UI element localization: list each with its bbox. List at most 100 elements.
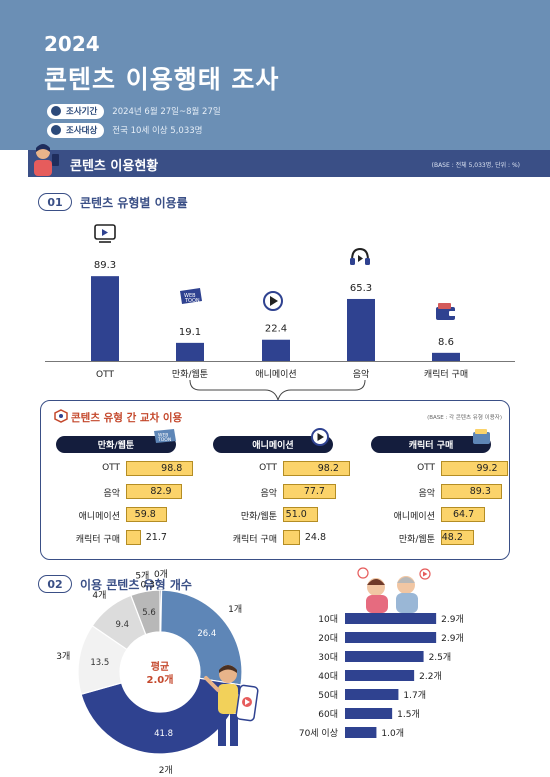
cross-group-head: 만화/웹툰 [56, 436, 176, 453]
headphones-icon [350, 247, 370, 265]
age-value-label: 1.7개 [403, 690, 426, 701]
svg-text:WEB: WEB [158, 433, 168, 439]
donut-slice-value: 9.4 [115, 620, 129, 630]
x-axis-line [45, 361, 515, 362]
donut-slice-category: 4개 [92, 590, 106, 601]
donut-slice-value: 0.3 [140, 580, 154, 590]
hexagon-icon [54, 409, 68, 423]
cross-value: 24.8 [304, 532, 327, 543]
cross-bar [441, 461, 509, 476]
cross-bar [441, 484, 502, 499]
donut-slice-2 [80, 677, 242, 755]
donut-slice-category: 2개 [159, 765, 173, 776]
cross-row-label: 애니메이션 [393, 512, 435, 522]
cross-row-label: OTT [259, 463, 277, 473]
age-category-label: 60대 [318, 709, 338, 720]
age-bar-0 [345, 613, 437, 624]
bar-category-label: 캐릭터 구매 [424, 368, 468, 380]
cross-row-label: OTT [102, 463, 120, 473]
cross-value: 99.2 [476, 463, 498, 474]
cross-group-head: 애니메이션 [213, 436, 333, 453]
wallet-badge-icon [473, 429, 490, 444]
cross-value: 98.2 [317, 463, 339, 474]
cross-value: 21.7 [145, 532, 167, 543]
svg-text:TOON: TOON [184, 298, 200, 304]
bar-value-label: 8.6 [438, 337, 454, 348]
age-category-label: 30대 [318, 652, 338, 663]
section-title: 콘텐츠 이용현황 [70, 159, 159, 174]
period-value: 2024년 6월 27일~8월 27일 [112, 107, 221, 117]
donut-slice-category: 3개 [56, 651, 70, 662]
donut-slice-value: 13.5 [90, 658, 109, 668]
report-title: 콘텐츠 이용행태 조사 [44, 65, 280, 94]
age-value-label: 1.5개 [397, 709, 420, 720]
period-row: 조사기간 2024년 6월 27일~8월 27일 [47, 103, 221, 119]
donut-slice-5 [130, 589, 161, 636]
cross-bar [283, 461, 350, 476]
cross-value: 59.8 [134, 509, 156, 520]
bar-value-label: 89.3 [94, 260, 116, 271]
cross-bar [441, 530, 474, 545]
wallet-icon [436, 303, 456, 320]
report-year: 2024 [44, 32, 100, 56]
cross-bar [283, 507, 318, 522]
cross-bar [283, 484, 336, 499]
couple-illustration [357, 567, 431, 613]
cross-row-label: 음악 [103, 489, 120, 499]
target-row: 조사대상 전국 10세 이상 5,033명 [47, 122, 202, 138]
age-category-label: 50대 [318, 690, 338, 701]
average-value: 2.0개 [146, 675, 174, 686]
svg-text:WEB: WEB [184, 293, 196, 299]
section-bar [28, 150, 550, 177]
content-count-donut-chart: 0개 26.4 1개 41.8 2개 13.5 3개 9.4 4개 5.6 5개0.3 [56, 569, 243, 776]
bar-3 [347, 298, 375, 361]
cross-base-note: (BASE : 각 콘텐츠 유형 이용자) [427, 415, 502, 421]
cross-value: 51.0 [285, 509, 307, 520]
svg-text:TOON: TOON [157, 437, 171, 443]
bar-4 [432, 352, 460, 361]
cross-row-label: 만화/웹툰 [398, 535, 435, 545]
sub-heading-01: 01 콘텐츠 유형별 이용률 [38, 193, 188, 211]
cross-row-label: 캐릭터 구매 [75, 535, 120, 545]
bar-category-label: 음악 [353, 368, 370, 380]
person-icon [51, 125, 61, 135]
age-category-label: 20대 [318, 633, 338, 644]
cross-value: 89.3 [469, 486, 491, 497]
cross-value: 98.8 [161, 463, 183, 474]
donut-slice-category: 0개 [154, 569, 168, 580]
cross-bar [126, 507, 167, 522]
phone-person-icon [34, 144, 59, 176]
cross-row-label: OTT [417, 463, 435, 473]
age-bar-4 [345, 689, 399, 700]
cross-bar [126, 484, 183, 499]
period-label: 조사기간 [66, 107, 98, 117]
sub-title: 콘텐츠 유형별 이용률 [80, 195, 188, 210]
tv-icon [94, 224, 116, 243]
bar-0 [91, 276, 119, 361]
age-category-label: 70세 이상 [299, 728, 338, 739]
target-label: 조사대상 [66, 126, 98, 136]
bar-2 [262, 339, 290, 361]
age-category-label: 40대 [318, 671, 338, 682]
age-bar-5 [345, 708, 393, 719]
donut-slice-category: 5개 [135, 571, 149, 582]
bar-category-label: OTT [96, 370, 114, 380]
donut-slice-1 [160, 589, 243, 686]
cross-row-label: 캐릭터 구매 [232, 535, 277, 545]
cross-bar [283, 530, 300, 545]
age-value-label: 2.9개 [441, 614, 464, 625]
cross-title: 콘텐츠 유형 간 교차 이용 [71, 412, 183, 424]
cross-value: 82.9 [150, 486, 172, 497]
age-bar-2 [345, 651, 424, 662]
bar-category-label: 애니메이션 [255, 369, 296, 380]
cross-group-head: 캐릭터 구매 [371, 436, 491, 453]
age-value-label: 1.0개 [381, 728, 404, 739]
age-category-label: 10대 [318, 614, 338, 625]
cross-value: 64.7 [452, 509, 475, 520]
average-label: 평균 [150, 662, 170, 673]
cross-usage-box [40, 400, 510, 560]
donut-slice-category: 1개 [228, 604, 242, 615]
cross-bar [126, 530, 141, 545]
cross-bar [126, 461, 194, 476]
